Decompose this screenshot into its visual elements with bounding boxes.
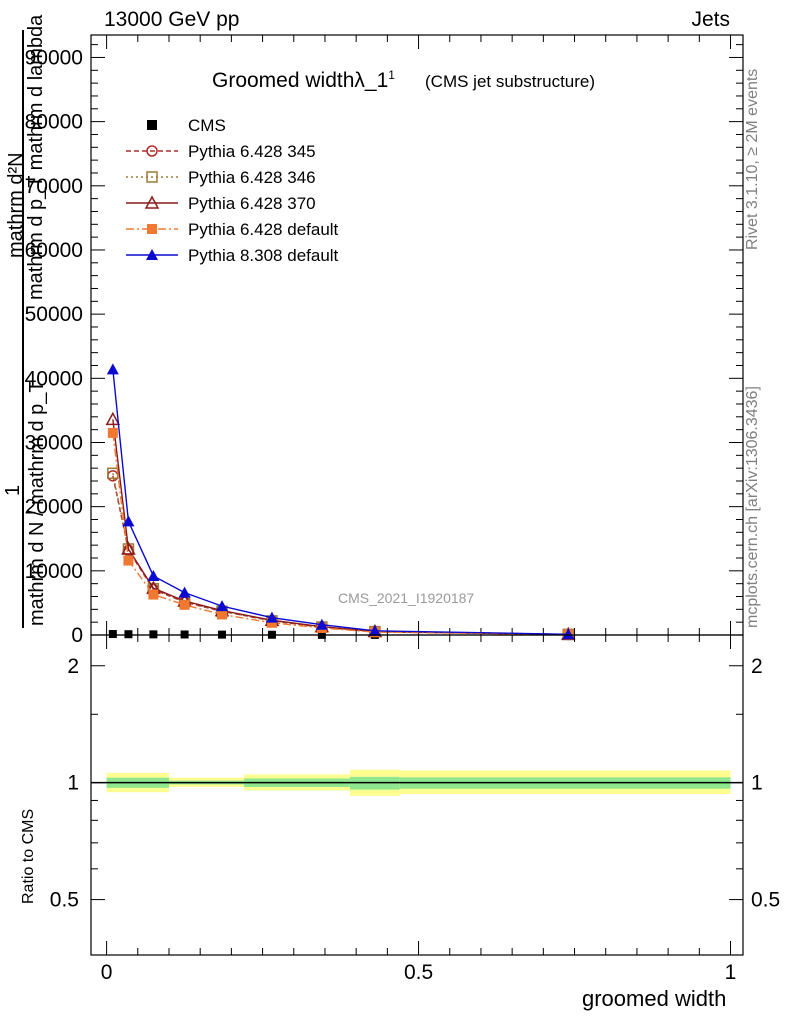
series-line	[112, 475, 569, 636]
ratio-y-tick-label-right: 2	[751, 655, 763, 678]
y-tick-label: 80000	[25, 111, 83, 134]
legend-marker	[147, 224, 157, 234]
ratio-frame	[90, 634, 744, 956]
plot-subtitle: (CMS jet substructure)	[425, 72, 596, 91]
data-point	[106, 363, 119, 375]
y-tick-label: 70000	[25, 175, 83, 198]
data-point	[562, 628, 575, 640]
legend-label: CMS	[188, 116, 226, 135]
legend-label: Pythia 8.308 default	[188, 246, 339, 265]
legend-marker	[146, 145, 158, 157]
data-point	[368, 624, 381, 636]
ratio-y-tick-label-right: 0.5	[751, 889, 780, 912]
data-point	[178, 586, 191, 598]
cms-data-point	[108, 630, 117, 639]
x-tick-label: 1	[725, 961, 737, 984]
data-point	[148, 589, 159, 600]
series-line	[112, 473, 569, 636]
x-tick-label: 0	[101, 961, 113, 984]
data-point	[265, 611, 278, 623]
ratio-y-tick-label-right: 1	[751, 772, 763, 795]
y-tick-label: 60000	[25, 239, 83, 262]
x-tick-label: 0.5	[404, 961, 433, 984]
ratio-y-tick-label: 1	[67, 772, 79, 795]
plot-title-sup: 1	[388, 68, 395, 82]
data-point	[107, 467, 119, 480]
ratio-y-tick-label: 0.5	[50, 889, 79, 912]
y-tick-label: 10000	[25, 560, 83, 583]
data-point	[147, 569, 160, 581]
legend-marker	[144, 195, 160, 209]
data-point	[217, 609, 228, 620]
legend-label: Pythia 6.428 default	[188, 220, 339, 239]
plot-title: Groomed widthλ_11	[212, 68, 395, 93]
data-point	[179, 599, 190, 610]
data-point	[122, 515, 135, 527]
plot-title-text: Groomed widthλ_1	[212, 69, 389, 92]
cms-data-point	[149, 630, 158, 639]
y-tick-label: 30000	[25, 431, 83, 454]
ratio-y-tick-label: 2	[67, 655, 79, 678]
x-axis-label: groomed width	[582, 986, 727, 1011]
data-point	[123, 555, 134, 566]
legend-label: Pythia 6.428 345	[188, 142, 316, 161]
data-point	[107, 427, 118, 438]
y-tick-label: 90000	[25, 46, 83, 69]
legend-marker	[147, 120, 157, 130]
y-tick-label: 50000	[25, 303, 83, 326]
legend-label: Pythia 6.428 370	[188, 194, 316, 213]
main-panel: 0 10000 20000 30000 40000 50000 60000 70000 8000…	[25, 34, 744, 647]
data-point	[121, 541, 136, 555]
legend-label: Pythia 6.428 346	[188, 168, 316, 187]
legend-marker	[146, 171, 158, 183]
analysis-watermark: CMS_2021_I1920187	[338, 590, 475, 606]
data-point	[216, 600, 229, 612]
data-point	[315, 618, 328, 630]
ratio-panel: 0 0.5 1 0.5 0.5 1 1 2 2	[50, 634, 780, 984]
y-tick-label: 40000	[25, 367, 83, 390]
data-point	[105, 411, 121, 426]
y-tick-label: 20000	[25, 496, 83, 519]
legend-marker	[146, 249, 158, 260]
data-point	[266, 617, 277, 628]
cms-data-point	[124, 630, 133, 639]
y-tick-label: 0	[71, 624, 83, 647]
ylabel-fraction-bar	[22, 30, 24, 628]
header-process: Jets	[691, 8, 730, 31]
header-energy: 13000 GeV pp	[104, 8, 240, 31]
